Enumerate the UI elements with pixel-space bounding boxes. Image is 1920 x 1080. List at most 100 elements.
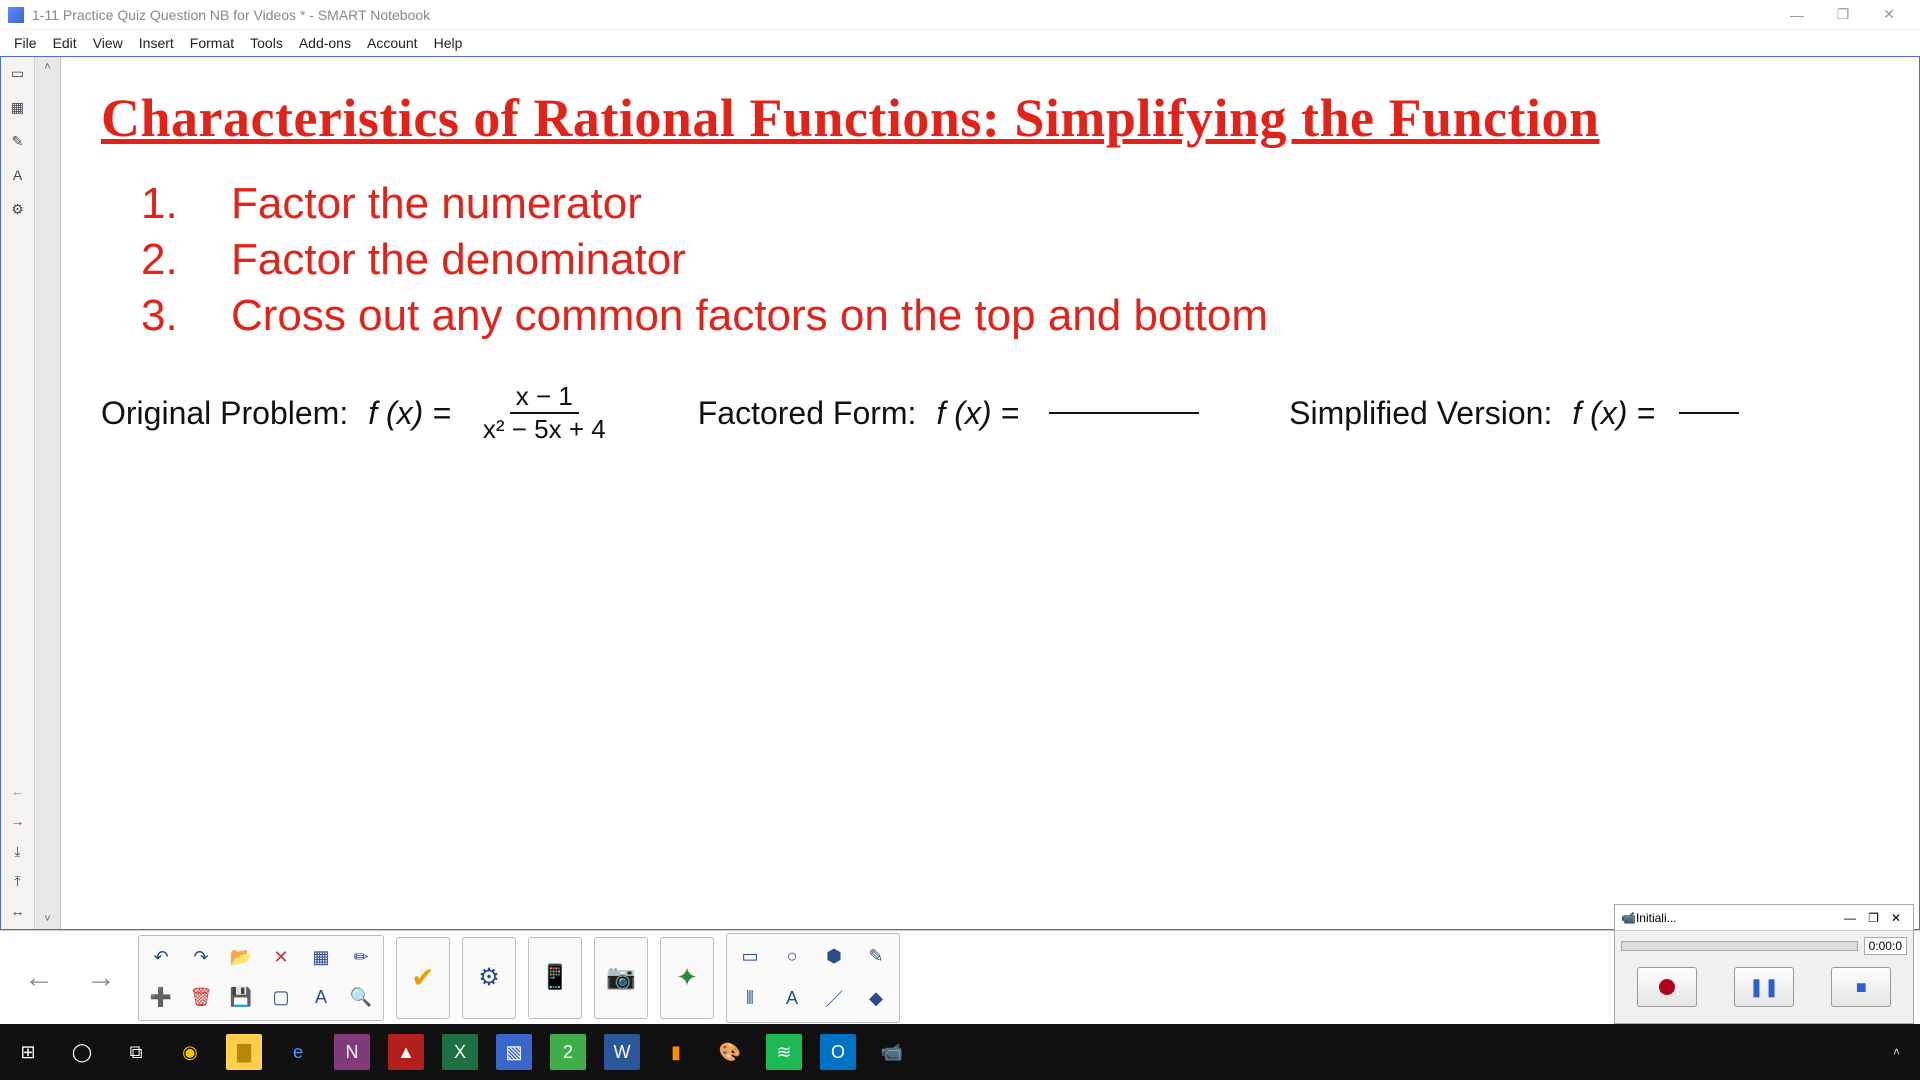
cortana-icon[interactable]: ◯: [64, 1034, 100, 1070]
device-button[interactable]: 📱: [533, 942, 577, 1014]
original-label: Original Problem:: [101, 395, 348, 432]
maximize-button[interactable]: ❐: [1820, 0, 1866, 30]
outlook-icon[interactable]: O: [820, 1034, 856, 1070]
step-number: 3.: [141, 291, 231, 341]
tool-pen-icon[interactable]: ✎: [6, 129, 30, 153]
recorder-max-button[interactable]: ❐: [1862, 911, 1885, 925]
start-icon[interactable]: ⊞: [10, 1034, 46, 1070]
creative-pen-button[interactable]: ✎: [857, 938, 895, 976]
recorder-title: Initiali...: [1636, 911, 1838, 925]
tool-gallery-icon[interactable]: ▦: [6, 95, 30, 119]
redo-button[interactable]: ↷: [183, 940, 219, 976]
step-text: Factor the numerator: [231, 179, 642, 229]
fx-notation: f (x) =: [936, 395, 1019, 432]
text-button[interactable]: A: [303, 980, 339, 1016]
page-prev-button[interactable]: ←: [14, 961, 64, 995]
canvas[interactable]: Characteristics of Rational Functions: S…: [61, 57, 1919, 929]
fx-notation: f (x) =: [1572, 395, 1655, 432]
zoom-button[interactable]: 🔍: [343, 980, 379, 1016]
screen-button[interactable]: ▢: [263, 980, 299, 1016]
chrome-icon[interactable]: ◉: [172, 1034, 208, 1070]
line-button[interactable]: ／: [815, 980, 853, 1018]
close-button[interactable]: ✕: [1866, 0, 1912, 30]
recorder-time: 0:00:0: [1864, 937, 1907, 955]
scroll-down-icon[interactable]: ˅: [40, 909, 54, 929]
onenote-icon[interactable]: N: [334, 1034, 370, 1070]
tool-addon-icon[interactable]: ⚙: [6, 197, 30, 221]
shape-button[interactable]: ○: [773, 938, 811, 976]
recorder-min-button[interactable]: —: [1838, 911, 1862, 925]
blank-line-short: [1679, 412, 1739, 414]
explorer-icon[interactable]: ▇: [226, 1034, 262, 1070]
thumbnail-strip[interactable]: ˄ ˅: [35, 57, 61, 929]
menu-insert[interactable]: Insert: [131, 33, 182, 53]
taskview-icon[interactable]: ⧉: [118, 1034, 154, 1070]
camera-icon[interactable]: 📹: [874, 1034, 910, 1070]
menu-file[interactable]: File: [6, 33, 45, 53]
scroll-up-icon[interactable]: ˄: [40, 57, 54, 77]
nav-export-icon[interactable]: ⤒: [6, 869, 30, 893]
polygon-button[interactable]: ⬢: [815, 938, 853, 976]
pdf-icon[interactable]: ▲: [388, 1034, 424, 1070]
save-button[interactable]: 💾: [223, 980, 259, 1016]
open-button[interactable]: 📂: [223, 940, 259, 976]
tray-chevron-icon[interactable]: ˄: [1893, 1045, 1900, 1059]
books-icon[interactable]: ▮: [658, 1034, 694, 1070]
menu-tools[interactable]: Tools: [242, 33, 291, 53]
menu-format[interactable]: Format: [182, 33, 242, 53]
smart-icon[interactable]: ▧: [496, 1034, 532, 1070]
pause-button[interactable]: ❚❚: [1734, 967, 1794, 1007]
step-number: 2.: [141, 235, 231, 285]
table-button[interactable]: ▦: [303, 940, 339, 976]
pen-button[interactable]: ✏: [343, 940, 379, 976]
response-button[interactable]: ✔: [401, 942, 445, 1014]
addons-button[interactable]: ✦: [665, 942, 709, 1014]
stop-button[interactable]: ■: [1831, 967, 1891, 1007]
minimize-button[interactable]: —: [1774, 0, 1820, 30]
undo-button[interactable]: ↶: [143, 940, 179, 976]
ie-icon[interactable]: e: [280, 1034, 316, 1070]
text-tool-button[interactable]: A: [773, 980, 811, 1018]
word-icon[interactable]: W: [604, 1034, 640, 1070]
nav-prev-icon[interactable]: ←: [6, 779, 30, 803]
menu-edit[interactable]: Edit: [45, 33, 85, 53]
excel-icon[interactable]: X: [442, 1034, 478, 1070]
measure-button[interactable]: ⚙: [467, 942, 511, 1014]
menu-view[interactable]: View: [85, 33, 131, 53]
record-button[interactable]: [1637, 967, 1697, 1007]
delete-button[interactable]: ✕: [263, 940, 299, 976]
capture-button[interactable]: 📷: [599, 942, 643, 1014]
tool-text-icon[interactable]: A: [6, 163, 30, 187]
window-title: 1-11 Practice Quiz Question NB for Video…: [32, 7, 430, 23]
nav-next-icon[interactable]: →: [6, 809, 30, 833]
page-title: Characteristics of Rational Functions: S…: [101, 87, 1879, 149]
add-page-button[interactable]: ➕: [143, 980, 179, 1016]
spotify-icon[interactable]: ≋: [766, 1034, 802, 1070]
nav-import-icon[interactable]: ⤓: [6, 839, 30, 863]
app2-icon[interactable]: 2: [550, 1034, 586, 1070]
menubar: File Edit View Insert Format Tools Add-o…: [0, 30, 1920, 56]
tool-cluster-measure: ⚙: [462, 937, 516, 1019]
tool-cluster-response: ✔: [396, 937, 450, 1019]
nav-expand-icon[interactable]: ↔: [6, 899, 30, 923]
menu-account[interactable]: Account: [359, 33, 426, 53]
menu-addons[interactable]: Add-ons: [291, 33, 359, 53]
eraser-button[interactable]: ◆: [857, 980, 895, 1018]
step-text: Cross out any common factors on the top …: [231, 291, 1268, 341]
select-button[interactable]: ▭: [731, 938, 769, 976]
recorder-progress: [1621, 941, 1858, 951]
system-tray[interactable]: ˄: [1893, 1045, 1910, 1059]
recorder-close-button[interactable]: ✕: [1885, 911, 1907, 925]
delete-page-button[interactable]: 🗑: [183, 980, 219, 1016]
recorder-icon: 📹: [1621, 911, 1636, 925]
left-toolbar: ▭ ▦ ✎ A ⚙ ← → ⤓ ⤒ ↔: [1, 57, 35, 929]
step-text: Factor the denominator: [231, 235, 686, 285]
paint-icon[interactable]: 🎨: [712, 1034, 748, 1070]
simplified-label: Simplified Version:: [1289, 395, 1552, 432]
tool-cluster-capture: 📷: [594, 937, 648, 1019]
tool-page-icon[interactable]: ▭: [6, 61, 30, 85]
menu-help[interactable]: Help: [426, 33, 471, 53]
page-next-button[interactable]: →: [76, 961, 126, 995]
app-icon: [8, 7, 24, 23]
properties-button[interactable]: ⦀: [731, 980, 769, 1018]
